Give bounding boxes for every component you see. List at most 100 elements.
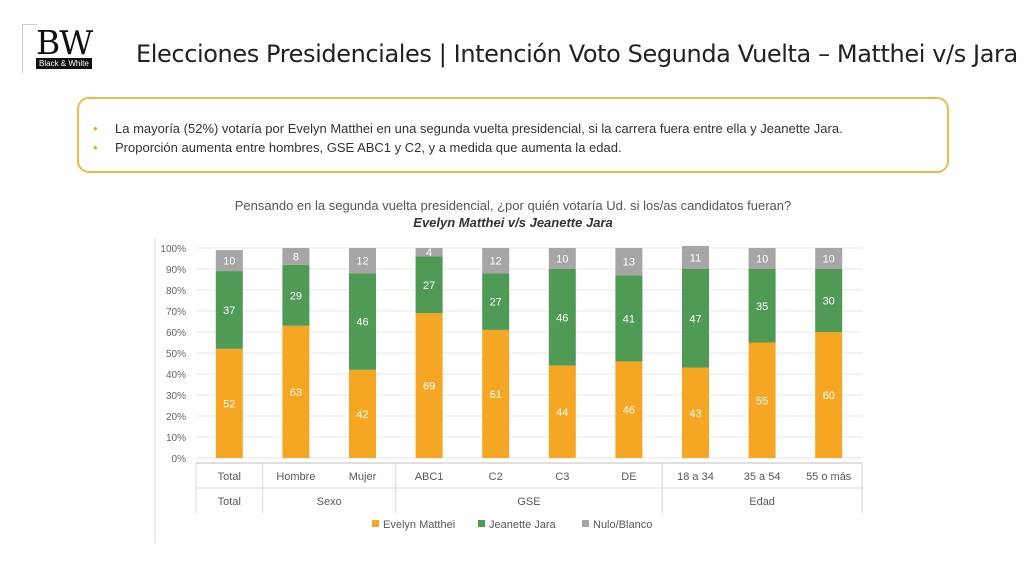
bar-segment: [215, 348, 243, 458]
data-label: 44: [556, 407, 568, 419]
bar-segment: [349, 248, 376, 274]
group-label: Total: [218, 496, 241, 508]
data-label: 46: [556, 312, 568, 324]
data-label: 29: [290, 290, 302, 302]
category-label: 18 a 34: [677, 471, 714, 483]
y-tick-label: 30%: [166, 391, 186, 402]
bar-segment: [215, 250, 243, 272]
logo-mark: BW: [36, 23, 93, 62]
bar-segment: [615, 248, 643, 276]
data-label: 27: [490, 297, 502, 309]
category-label: Hombre: [276, 471, 315, 483]
data-label: 8: [293, 251, 299, 263]
data-label: 11: [690, 252, 701, 264]
legend-swatch: [478, 520, 485, 527]
bar-segment: [682, 269, 709, 368]
page-title: Elecciones Presidenciales | Intención Vo…: [136, 40, 1018, 68]
data-label: 47: [689, 313, 701, 325]
group-label: GSE: [517, 496, 540, 508]
data-label: 10: [556, 254, 568, 266]
data-label: 42: [356, 409, 368, 421]
summary-bullet: • Proporción aumenta entre hombres, GSE A…: [93, 138, 933, 157]
data-label: 10: [756, 254, 768, 266]
bar-segment: [815, 269, 843, 332]
bar-segment: [415, 256, 443, 314]
data-label: 12: [356, 256, 368, 268]
y-tick-label: 0%: [172, 454, 187, 465]
category-label: C2: [489, 471, 503, 483]
data-label: 61: [490, 389, 502, 401]
group-label: Edad: [749, 496, 775, 508]
bar-segment: [215, 271, 243, 349]
y-tick-label: 80%: [166, 286, 186, 297]
summary-bullet-text: Proporción aumenta entre hombres, GSE AB…: [115, 140, 622, 155]
bar-segment: [548, 365, 576, 458]
bar-segment: [815, 248, 843, 269]
bar-segment: [815, 332, 843, 458]
summary-bullet-text: La mayoría (52%) votaría por Evelyn Matt…: [115, 121, 843, 136]
bar-segment: [349, 369, 376, 458]
group-label: Sexo: [317, 496, 342, 508]
category-label: C3: [555, 471, 569, 483]
category-label: 35 a 54: [744, 471, 781, 483]
data-label: 4: [426, 247, 432, 259]
y-tick-label: 10%: [166, 433, 186, 444]
bar-segment: [748, 269, 776, 343]
bar-segment: [548, 248, 576, 269]
bar-segment: [282, 264, 310, 326]
y-tick-label: 40%: [166, 370, 186, 381]
bullet-icon: •: [93, 121, 98, 136]
category-label: DE: [621, 471, 636, 483]
logo-tagline: Black & White: [36, 58, 92, 69]
data-label: 46: [356, 317, 368, 329]
data-label: 27: [423, 280, 435, 292]
category-label: Mujer: [349, 471, 377, 483]
data-label: 30: [823, 296, 835, 308]
y-tick-label: 20%: [166, 412, 186, 423]
bar-segment: [548, 269, 576, 366]
y-tick-label: 100%: [160, 244, 186, 255]
data-label: 35: [756, 301, 768, 313]
y-tick-label: 60%: [166, 328, 186, 339]
data-label: 10: [223, 256, 235, 268]
bar-segment: [482, 248, 510, 274]
logo-frame: [22, 24, 37, 73]
y-tick-label: 90%: [166, 265, 186, 276]
bar-segment: [615, 361, 643, 458]
category-label: ABC1: [415, 471, 444, 483]
data-label: 37: [223, 305, 235, 317]
data-label: 60: [823, 390, 835, 402]
data-label: 43: [689, 408, 701, 420]
chart-subtitle: Evelyn Matthei v/s Jeanette Jara: [413, 215, 612, 230]
data-label: 12: [490, 256, 502, 268]
data-label: 52: [223, 398, 235, 410]
summary-bullet: • La mayoría (52%) votaría por Evelyn Mat…: [93, 119, 933, 138]
bullet-icon: •: [93, 140, 98, 155]
category-label: Total: [218, 471, 241, 483]
legend-label: Nulo/Blanco: [593, 519, 652, 531]
bar-segment: [482, 273, 510, 330]
data-label: 69: [423, 381, 435, 393]
bar-segment: [682, 367, 709, 458]
bar-segment: [349, 273, 376, 370]
data-label: 63: [290, 387, 302, 399]
legend-swatch: [582, 520, 589, 527]
legend-swatch: [372, 520, 379, 527]
chart-title: Pensando en la segunda vuelta presidenci…: [235, 198, 791, 213]
bar-segment: [282, 325, 310, 458]
data-label: 46: [623, 405, 635, 417]
data-label: 13: [623, 257, 635, 269]
bar-segment: [615, 275, 643, 362]
category-label: 55 o más: [806, 471, 852, 483]
bar-segment: [748, 248, 776, 269]
bar-segment: [748, 342, 776, 458]
bar-segment: [415, 313, 443, 458]
bar-segment: [282, 248, 310, 265]
legend-label: Evelyn Matthei: [383, 519, 455, 531]
data-label: 55: [756, 395, 768, 407]
bar-segment: [415, 248, 443, 257]
summary-box: • La mayoría (52%) votaría por Evelyn Mat…: [77, 97, 949, 173]
y-tick-label: 50%: [166, 349, 186, 360]
data-label: 10: [823, 254, 835, 266]
